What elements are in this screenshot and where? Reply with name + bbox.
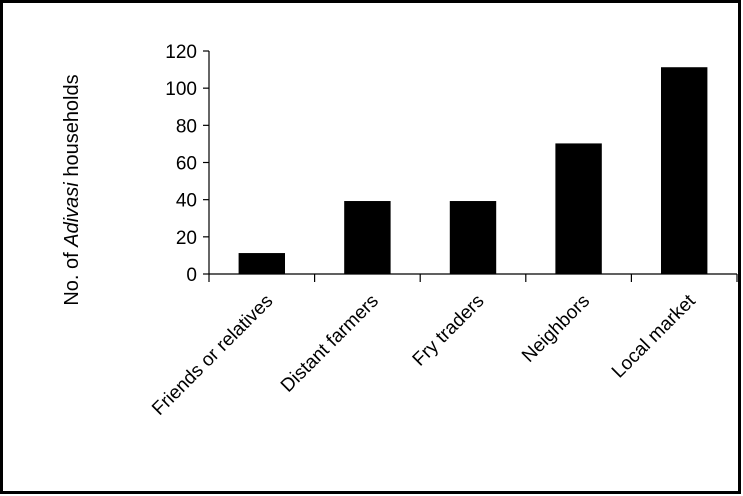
y-tick-label: 0 xyxy=(186,265,197,286)
y-tick-label: 100 xyxy=(165,79,197,100)
y-axis-title-suffix: households xyxy=(61,74,83,182)
bar xyxy=(555,143,602,275)
bar xyxy=(238,253,286,275)
y-tick-label: 20 xyxy=(176,228,197,249)
y-tick-label: 80 xyxy=(176,116,197,137)
y-axis-title: No. of Adivasi households xyxy=(61,74,83,305)
x-category-label: Distant farmers xyxy=(277,291,383,397)
y-tick-label: 60 xyxy=(176,154,197,175)
y-axis-title-prefix: No. of xyxy=(61,247,83,306)
y-axis-title-emphasis: Adivasi xyxy=(61,182,83,248)
bars xyxy=(238,67,708,275)
y-axis: 0 20 40 60 80 100 120 xyxy=(165,42,210,286)
x-axis: Friends or relatives Distant farmers Fry t… xyxy=(148,273,738,420)
x-category-label: Fry traders xyxy=(409,291,489,371)
bar xyxy=(344,201,391,275)
y-tick-label: 40 xyxy=(176,191,197,212)
bar xyxy=(449,201,497,275)
x-category-label: Friends or relatives xyxy=(148,291,277,420)
y-tick-label: 120 xyxy=(165,42,197,63)
bar xyxy=(660,67,708,275)
x-category-label: Local market xyxy=(608,290,700,382)
x-category-label: Neighbors xyxy=(518,291,594,367)
